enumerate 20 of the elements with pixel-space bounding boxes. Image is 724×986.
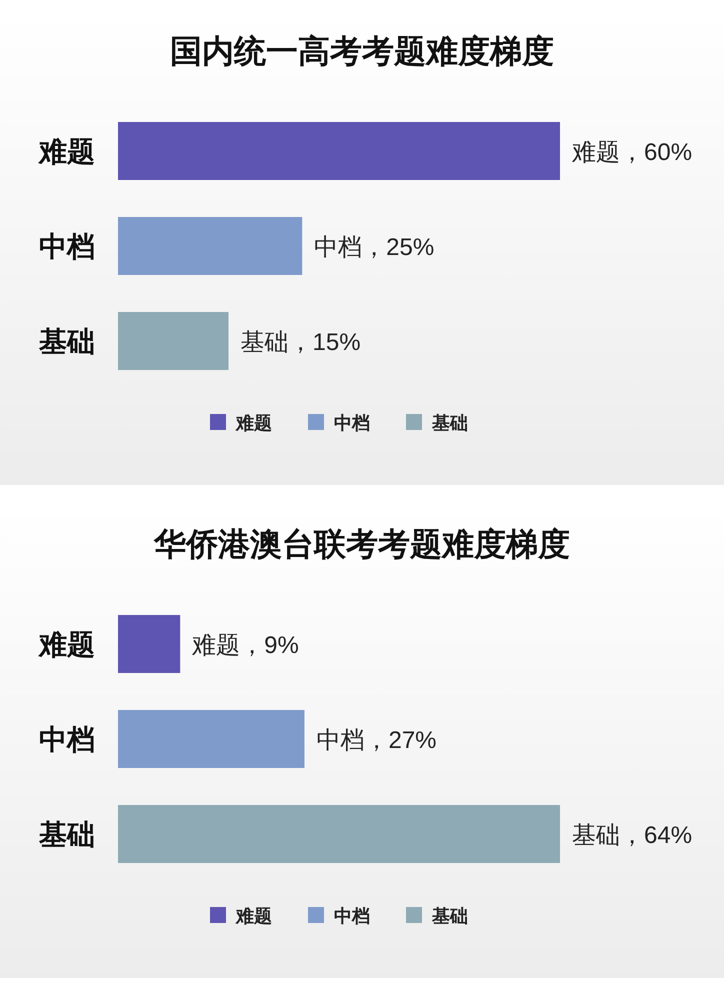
y-tick-label: 难题 <box>37 136 95 167</box>
data-label: 中档，25% <box>314 234 434 261</box>
y-tick-label: 基础 <box>38 326 95 357</box>
legend-label: 难题 <box>235 906 272 926</box>
chart-title: 华侨港澳台联考考题难度梯度 <box>153 526 570 562</box>
chart-title: 国内统一高考考题难度梯度 <box>170 33 554 69</box>
legend-label: 基础 <box>431 413 468 433</box>
data-label: 难题，9% <box>191 632 299 659</box>
legend-label: 中档 <box>334 413 370 433</box>
y-tick-label: 中档 <box>39 724 95 755</box>
legend-label: 基础 <box>431 906 468 926</box>
legend-label: 中档 <box>334 906 370 926</box>
y-tick-label: 中档 <box>39 231 95 262</box>
data-label: 基础，64% <box>572 822 692 849</box>
data-label: 中档，27% <box>316 727 437 754</box>
data-label: 难题，60% <box>571 139 692 166</box>
y-tick-label: 基础 <box>38 819 95 850</box>
legend-label: 难题 <box>235 413 272 433</box>
y-tick-label: 难题 <box>37 629 95 660</box>
data-label: 基础，15% <box>240 329 361 356</box>
